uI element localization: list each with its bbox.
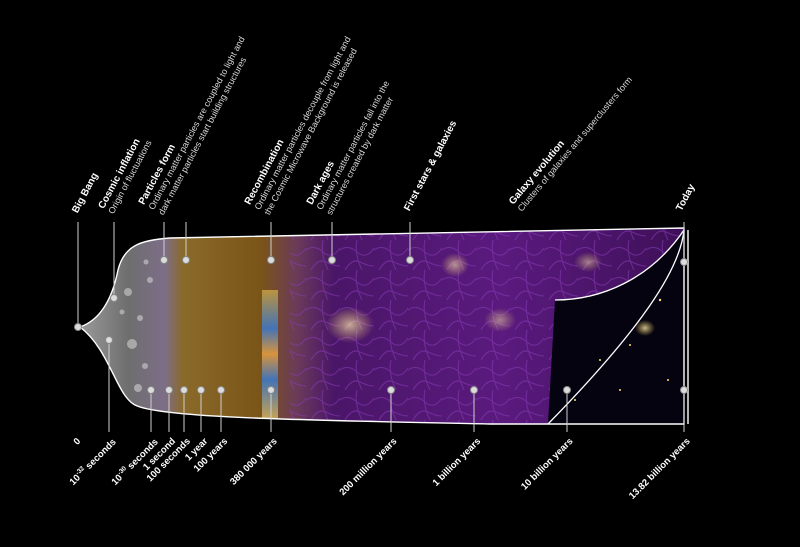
top-marker-lines bbox=[77, 222, 685, 327]
glow-1 bbox=[326, 307, 374, 343]
glow-3 bbox=[484, 308, 516, 332]
glow-2 bbox=[441, 253, 469, 277]
dark-corner bbox=[548, 230, 684, 424]
galaxy-dots bbox=[574, 298, 669, 401]
early-fluctuations bbox=[119, 259, 153, 392]
bottom-marker-lines bbox=[108, 340, 685, 432]
cmb-strip bbox=[262, 290, 278, 418]
glow-4 bbox=[574, 252, 602, 272]
glow-5 bbox=[635, 320, 655, 336]
marker-dots bbox=[74, 256, 688, 394]
